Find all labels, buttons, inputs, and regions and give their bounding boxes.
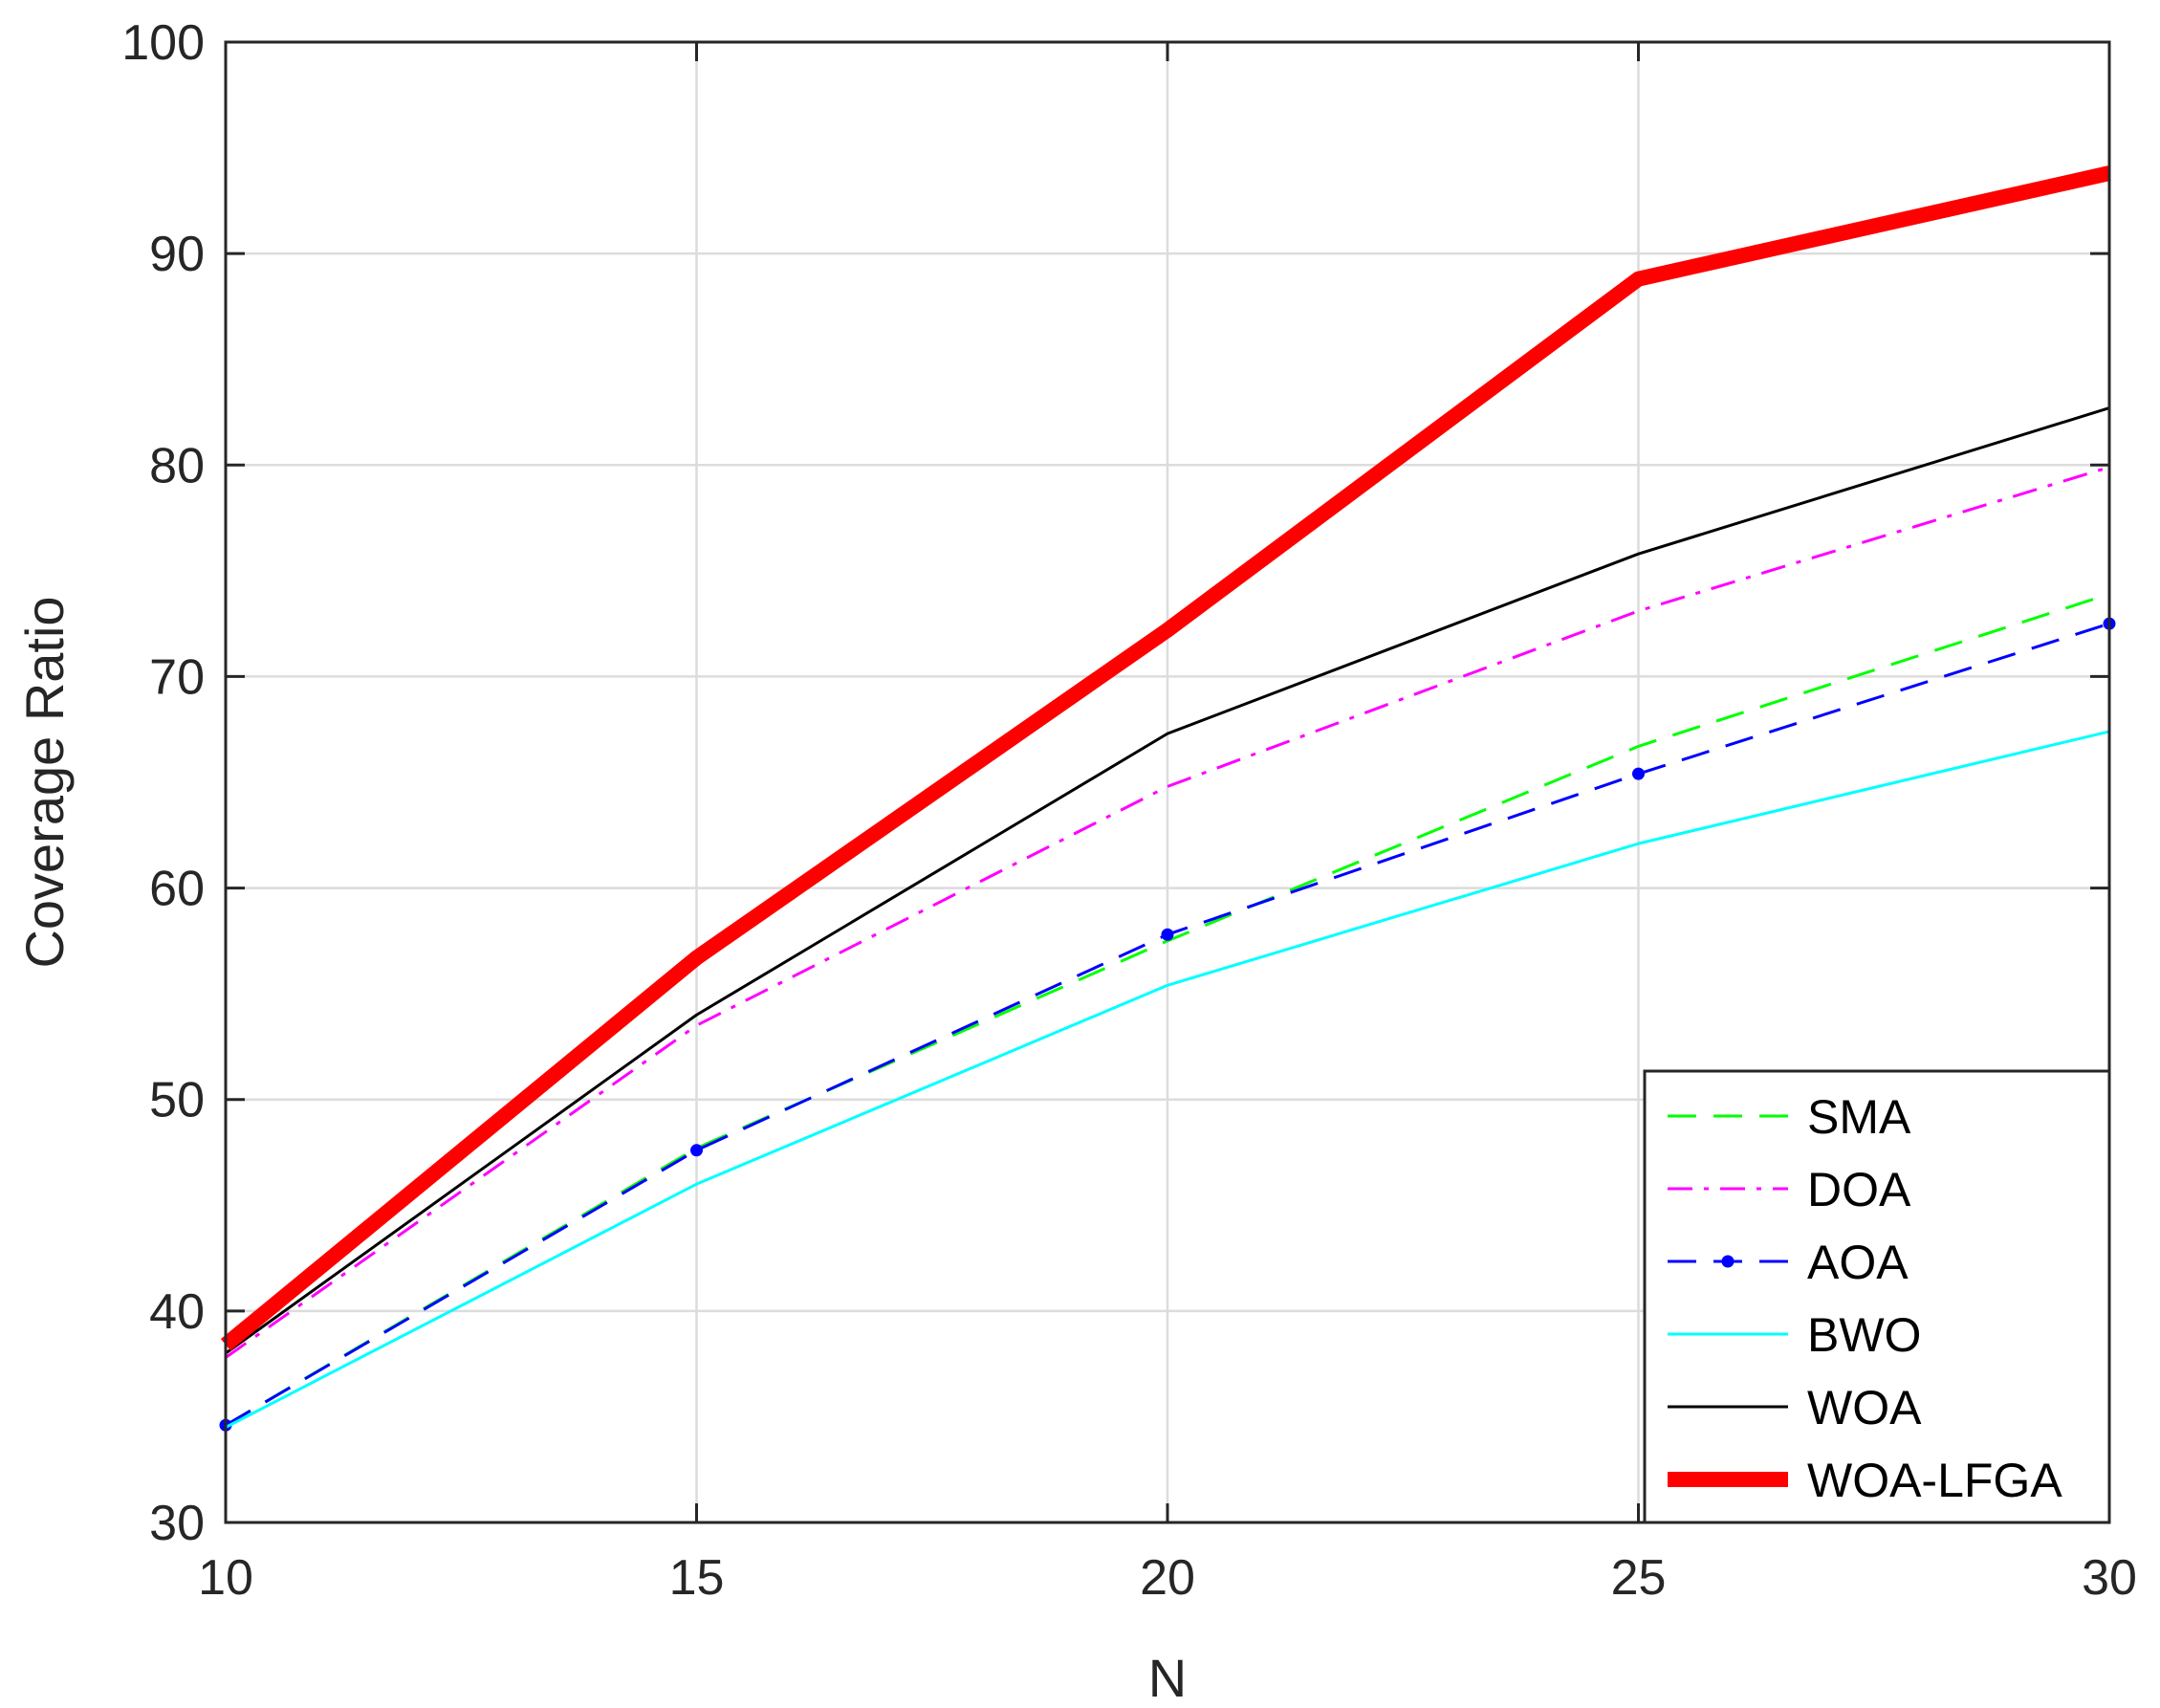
series-line-bwo <box>225 730 2110 1429</box>
y-tick-label: 100 <box>121 15 205 71</box>
series-point-aoa <box>1632 767 1645 780</box>
legend-label-bwo: BWO <box>1807 1308 1921 1362</box>
x-tick-label: 30 <box>2082 1550 2137 1606</box>
y-axis-label: Coverage Ratio <box>14 596 75 968</box>
legend: SMA DOA AOA BWO WOA WOA-LFGA <box>1643 1069 2111 1524</box>
x-tick-label: 25 <box>1611 1550 1667 1606</box>
axis-ticks: 10 15 20 25 30 30 40 50 60 70 80 90 100 <box>121 15 2137 1606</box>
data-series <box>219 165 2116 1432</box>
series-point-aoa <box>1161 928 1174 941</box>
y-tick-label: 70 <box>149 649 205 705</box>
y-tick-label: 60 <box>149 862 205 917</box>
series-line-sma <box>225 592 2110 1427</box>
legend-box <box>1643 1069 2111 1524</box>
legend-marker-aoa <box>1721 1255 1735 1268</box>
x-tick-label: 20 <box>1140 1550 1195 1606</box>
series-line-woa-lfga <box>220 165 2111 1351</box>
x-tick-label: 10 <box>198 1550 253 1606</box>
y-tick-label: 50 <box>149 1073 205 1128</box>
y-tick-label: 90 <box>149 227 205 282</box>
series-point-aoa <box>690 1144 703 1157</box>
y-tick-label: 80 <box>149 438 205 493</box>
y-tick-label: 40 <box>149 1284 205 1340</box>
legend-label-woa: WOA <box>1807 1381 1922 1434</box>
y-tick-label: 30 <box>149 1496 205 1551</box>
x-axis-label: N <box>1148 1648 1187 1708</box>
x-tick-label: 15 <box>669 1550 725 1606</box>
series-line-doa <box>225 466 2110 1359</box>
legend-label-doa: DOA <box>1807 1163 1911 1216</box>
legend-label-sma: SMA <box>1807 1090 1911 1144</box>
legend-label-aoa: AOA <box>1807 1236 1909 1289</box>
grid-lines <box>226 42 2109 1522</box>
legend-label-woa-lfga: WOA-LFGA <box>1807 1454 2062 1507</box>
series-line-woa <box>225 406 2110 1355</box>
